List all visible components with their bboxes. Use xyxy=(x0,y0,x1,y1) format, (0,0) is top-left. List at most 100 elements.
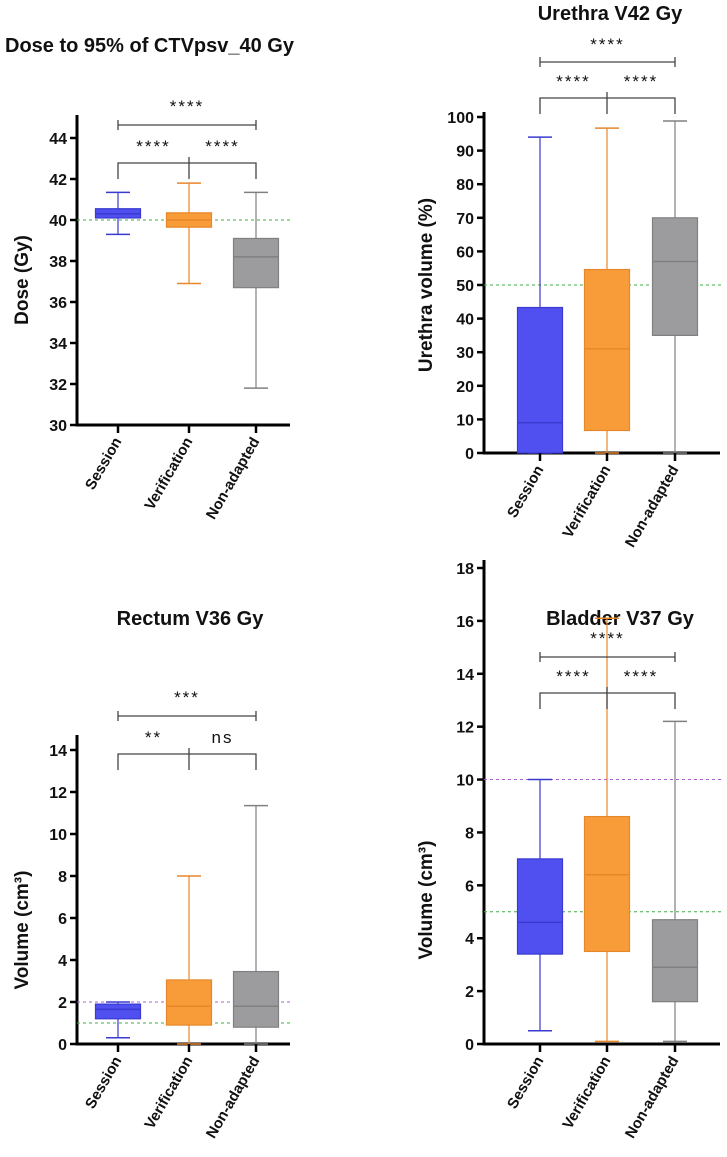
box-iqr xyxy=(94,1003,142,1020)
box-non-adapted xyxy=(232,804,280,1045)
significance-overall: **** xyxy=(590,629,624,648)
significance-bracket-overall xyxy=(117,120,257,130)
y-tick-label: 50 xyxy=(456,278,474,295)
x-tick-label: Verification xyxy=(141,1054,196,1133)
chart-title: Bladder V37 Gy xyxy=(546,608,695,630)
box-verification xyxy=(583,617,631,1043)
box-non-adapted xyxy=(651,720,699,1043)
box-non-adapted xyxy=(651,120,699,454)
chart-panel-2: Rectum V36 Gy Volume (cm³) 0 2 4 6 8 10 12 14 Sess… xyxy=(12,608,292,1141)
y-tick-label: 18 xyxy=(456,561,474,578)
y-tick-label: 30 xyxy=(456,345,474,362)
y-axis-label: Volume (cm³) xyxy=(12,871,33,990)
y-tick-label: 10 xyxy=(456,412,474,429)
x-tick-label: Verification xyxy=(559,463,614,542)
y-tick-label: 60 xyxy=(456,244,474,261)
y-tick-label: 34 xyxy=(49,336,67,353)
x-tick-label: Non-adapted xyxy=(203,1054,264,1142)
box-iqr xyxy=(516,306,564,454)
y-tick-label: 4 xyxy=(58,953,67,970)
x-tick-label: Session xyxy=(82,1054,125,1112)
box-session xyxy=(516,136,564,454)
y-tick-label: 2 xyxy=(465,984,474,1001)
y-tick-label: 38 xyxy=(49,254,67,271)
y-tick-label: 6 xyxy=(58,911,67,928)
box-iqr xyxy=(232,970,280,1028)
box-iqr xyxy=(651,919,699,1003)
significance-right: ns xyxy=(212,728,234,747)
box-iqr xyxy=(232,237,280,289)
y-tick-label: 0 xyxy=(465,1037,474,1054)
y-tick-label: 2 xyxy=(58,995,67,1012)
box-iqr xyxy=(165,979,213,1026)
y-tick-label: 20 xyxy=(456,379,474,396)
significance-bracket-pairs xyxy=(539,92,676,114)
y-tick-label: 90 xyxy=(456,144,474,161)
y-tick-label: 0 xyxy=(58,1037,67,1054)
box-session xyxy=(516,778,564,1032)
significance-right: **** xyxy=(205,137,239,156)
y-tick-label: 8 xyxy=(465,825,474,842)
box-iqr xyxy=(651,217,699,337)
box-verification xyxy=(583,127,631,454)
box-iqr xyxy=(583,268,631,432)
y-tick-label: 10 xyxy=(49,827,67,844)
significance-right: **** xyxy=(624,667,658,686)
x-tick-label: Non-adapted xyxy=(203,435,264,523)
y-axis-label: Urethra volume (%) xyxy=(416,198,437,372)
significance-bracket-pairs xyxy=(539,687,676,709)
significance-bracket-overall xyxy=(539,57,676,67)
chart-title: Dose to 95% of CTVpsv_40 Gy xyxy=(5,35,295,57)
y-tick-label: 14 xyxy=(49,743,67,760)
y-tick-label: 40 xyxy=(49,213,67,230)
y-axis-label: Volume (cm³) xyxy=(416,841,437,960)
significance-left: **** xyxy=(556,72,590,91)
y-tick-label: 42 xyxy=(49,172,67,189)
y-tick-label: 44 xyxy=(49,131,67,148)
chart-title: Urethra V42 Gy xyxy=(538,3,683,25)
significance-overall: *** xyxy=(174,688,200,707)
y-tick-label: 100 xyxy=(447,110,474,127)
significance-overall: **** xyxy=(590,35,624,54)
x-tick-label: Non-adapted xyxy=(622,1054,683,1142)
box-non-adapted xyxy=(232,191,280,389)
box-verification xyxy=(165,182,213,285)
significance-bracket-pairs xyxy=(117,157,257,179)
x-tick-label: Non-adapted xyxy=(622,463,683,551)
significance-left: **** xyxy=(136,137,170,156)
x-tick-label: Verification xyxy=(559,1054,614,1133)
y-tick-label: 36 xyxy=(49,295,67,312)
y-tick-label: 12 xyxy=(456,720,474,737)
significance-overall: **** xyxy=(170,97,204,116)
box-iqr xyxy=(583,815,631,953)
box-session xyxy=(94,191,142,236)
y-tick-label: 40 xyxy=(456,312,474,329)
significance-bracket-pairs xyxy=(117,748,257,770)
y-tick-label: 80 xyxy=(456,177,474,194)
box-iqr xyxy=(516,858,564,955)
significance-left: **** xyxy=(556,667,590,686)
y-tick-label: 4 xyxy=(465,931,474,948)
significance-right: **** xyxy=(624,72,658,91)
y-axis-label: Dose (Gy) xyxy=(12,235,33,325)
y-tick-label: 10 xyxy=(456,773,474,790)
chart-panel-0: Dose to 95% of CTVpsv_40 Gy Dose (Gy) 30 32… xyxy=(5,35,295,522)
chart-panel-1: Urethra V42 Gy Urethra volume (%) 0 10 20 30 4… xyxy=(416,3,722,550)
y-tick-label: 8 xyxy=(58,869,67,886)
y-tick-label: 14 xyxy=(456,667,474,684)
y-tick-label: 6 xyxy=(465,878,474,895)
x-tick-label: Session xyxy=(504,1054,547,1112)
significance-bracket-overall xyxy=(539,652,676,662)
y-tick-label: 0 xyxy=(465,446,474,463)
box-session xyxy=(94,1001,142,1039)
x-tick-label: Session xyxy=(82,435,125,493)
y-tick-label: 30 xyxy=(49,418,67,435)
significance-left: ** xyxy=(145,728,162,747)
y-tick-label: 16 xyxy=(456,614,474,631)
chart-panel-3: Bladder V37 Gy Volume (cm³) 0 2 4 6 8 10 12 14 16 1… xyxy=(416,560,722,1141)
chart-title: Rectum V36 Gy xyxy=(117,608,265,630)
box-verification xyxy=(165,875,213,1045)
x-tick-label: Session xyxy=(504,463,547,521)
significance-bracket-overall xyxy=(117,711,257,721)
